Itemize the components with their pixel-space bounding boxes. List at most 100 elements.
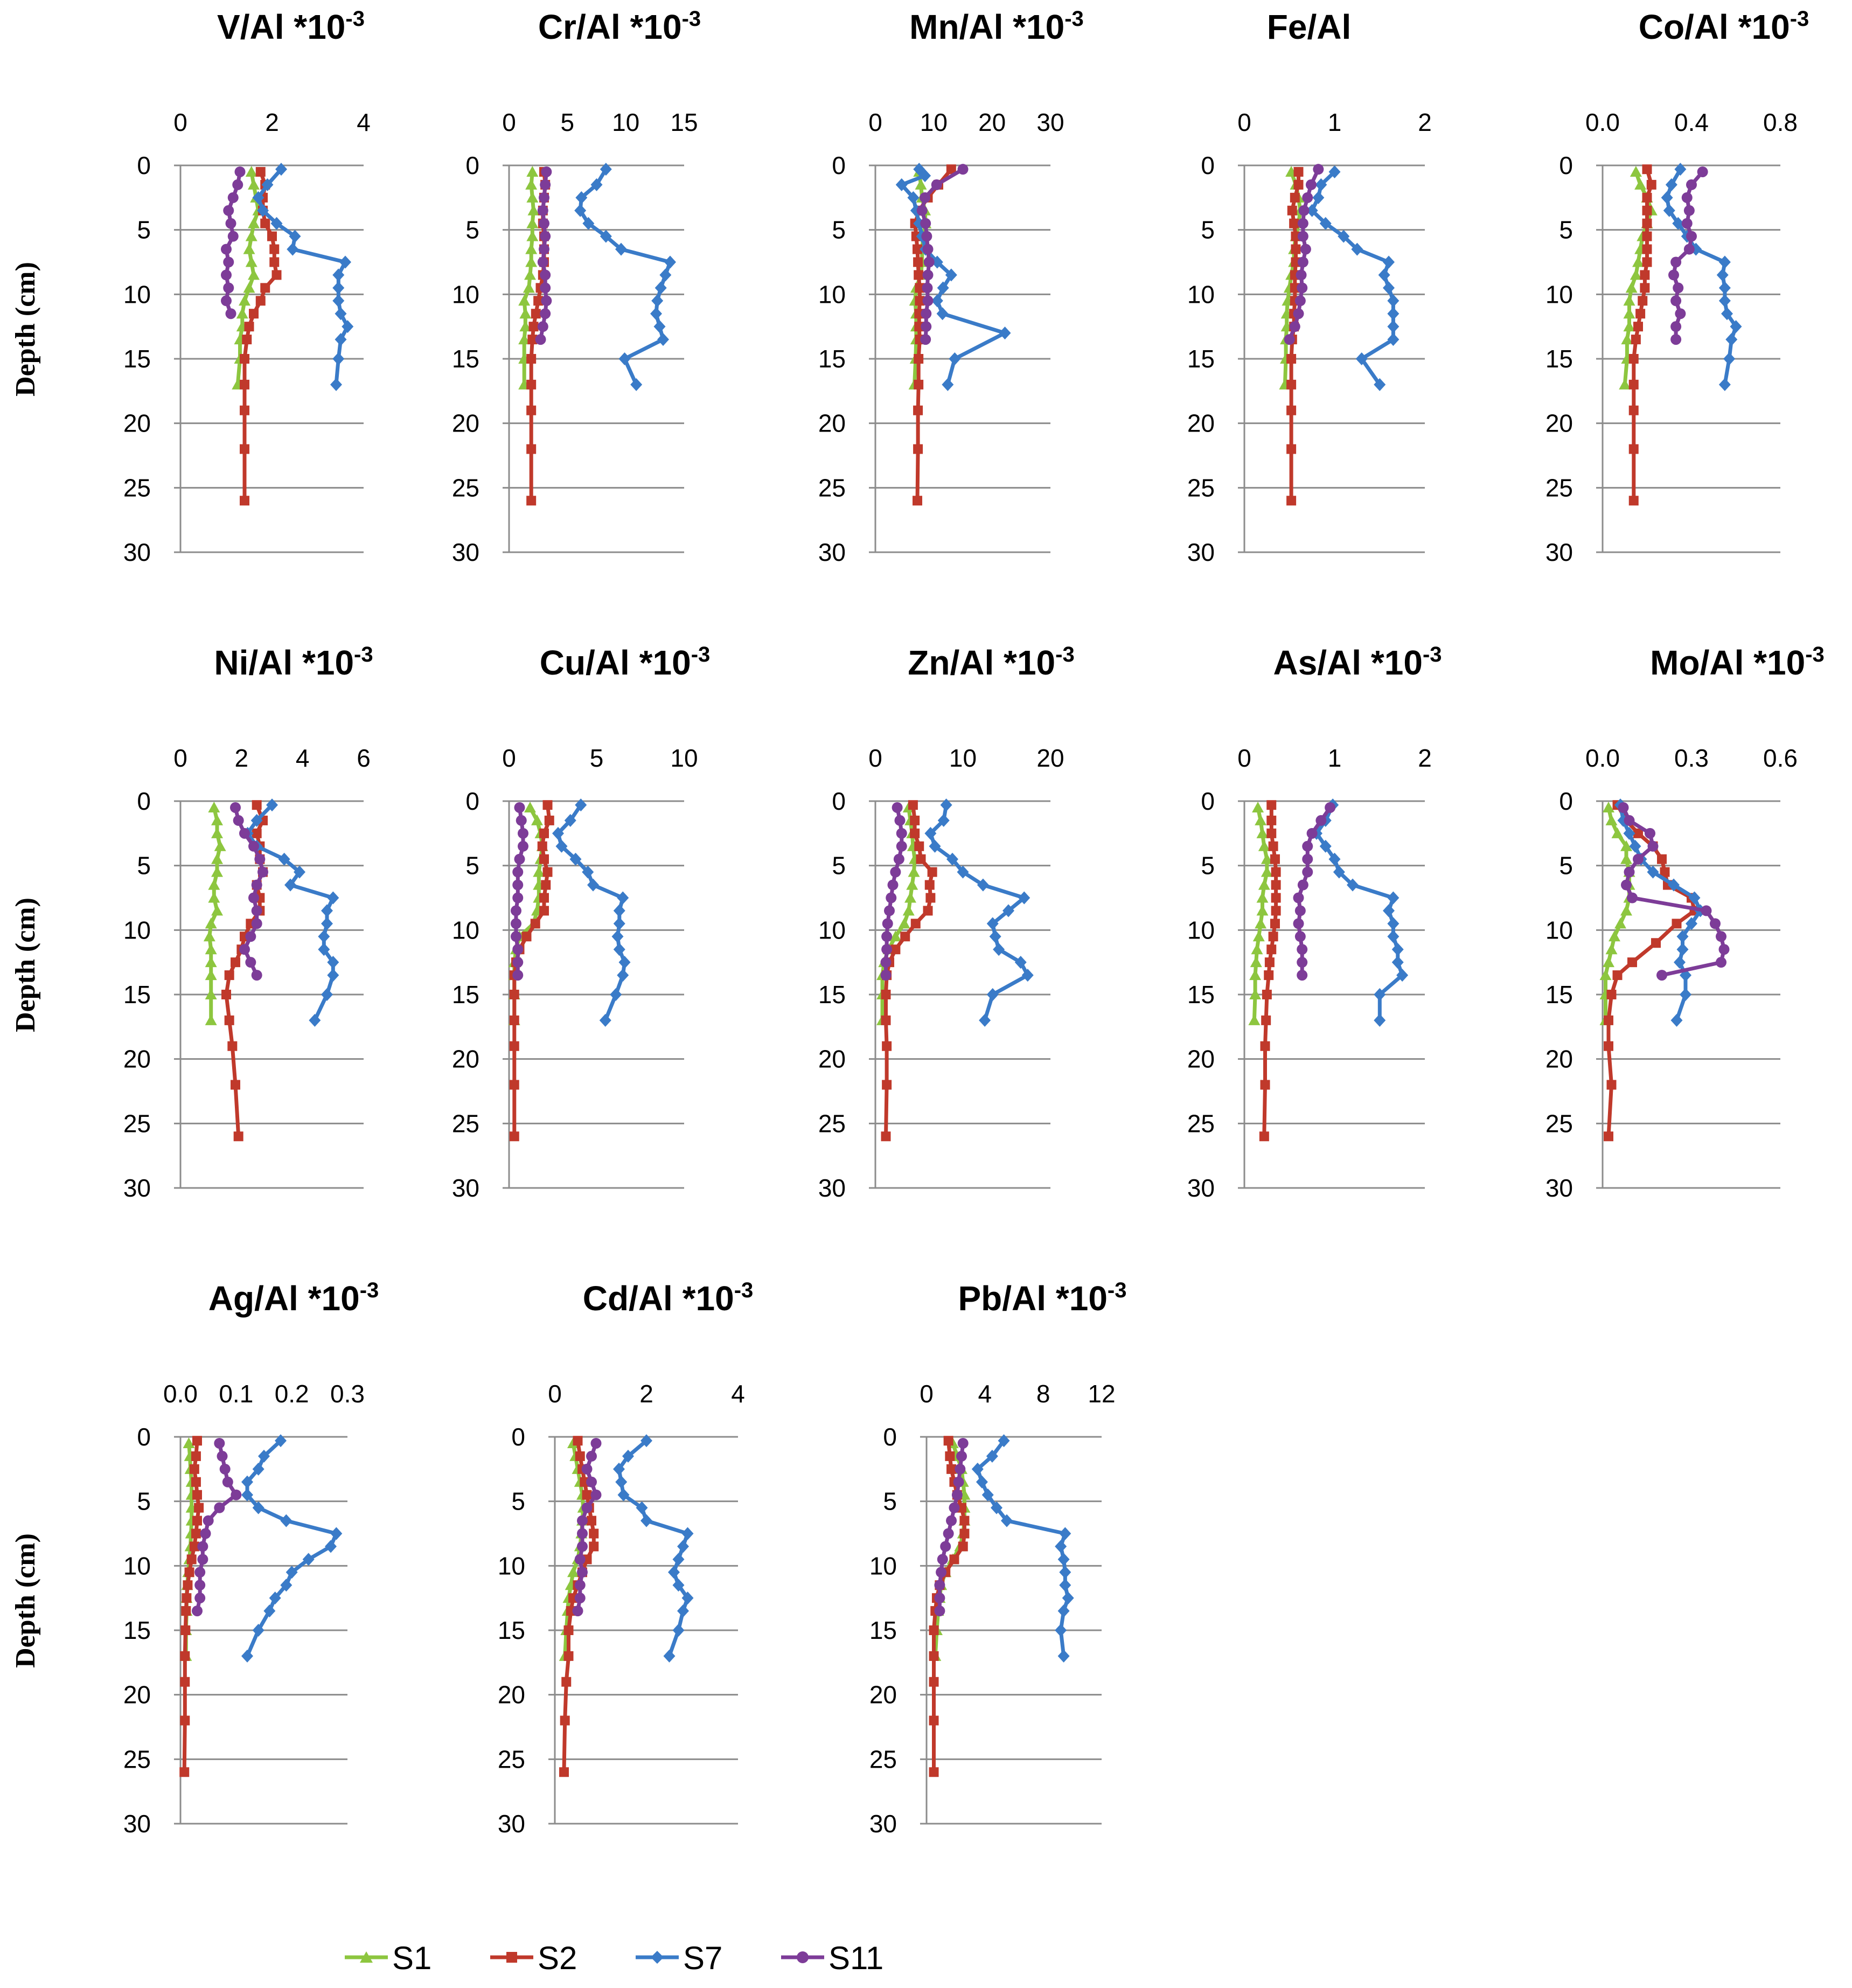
data-point-cd-s11-7 [577, 1528, 588, 1539]
ytick-label-mo-25: 25 [1545, 1109, 1573, 1137]
data-point-as-s7-5 [1333, 865, 1345, 879]
ytick-label-as-10: 10 [1187, 916, 1215, 944]
data-point-ag-s11-9 [197, 1554, 208, 1565]
data-point-mn-s2-9 [915, 283, 925, 293]
data-point-ni-s1-2 [211, 827, 223, 838]
data-point-zn-s11-13 [880, 970, 892, 981]
data-point-v-s7-11 [335, 307, 347, 321]
data-point-ag-s2-18 [179, 1767, 190, 1777]
ytick-label-cd-10: 10 [498, 1552, 525, 1580]
series-as-s1 [1248, 801, 1273, 1025]
data-point-ni-s11-13 [251, 970, 262, 981]
data-point-mo-s2-9 [1672, 919, 1682, 929]
data-point-cr-s7-8 [659, 268, 672, 282]
legend-marker-s2 [506, 1952, 517, 1963]
data-point-co-s1-9 [1625, 282, 1638, 293]
xtick-label-zn-0: 0 [868, 744, 882, 772]
data-point-pb-s2-1 [945, 1451, 955, 1461]
data-point-co-s2-14 [1628, 354, 1639, 364]
data-point-fe-s2-1 [1293, 179, 1304, 190]
data-point-as-s2-0 [1266, 800, 1277, 810]
data-point-as-s7-3 [1319, 839, 1332, 853]
data-point-ni-s11-9 [251, 918, 262, 929]
data-point-ag-s2-7 [191, 1528, 201, 1539]
ytick-label-fe-5: 5 [1201, 216, 1215, 244]
ytick-label-co-5: 5 [1559, 216, 1573, 244]
data-point-cu-s11-2 [518, 828, 528, 839]
data-point-fe-s11-3 [1298, 205, 1310, 216]
data-point-ag-s11-3 [222, 1476, 233, 1487]
xtick-label-ag-1: 0.1 [219, 1380, 253, 1408]
data-point-mo-s11-1 [1624, 815, 1635, 826]
data-point-v-s7-2 [252, 191, 264, 204]
data-point-v-s2-16 [240, 405, 249, 415]
data-point-fe-s7-6 [1351, 242, 1363, 256]
xtick-label-mn-1: 10 [920, 108, 948, 136]
data-point-as-s1-13 [1249, 969, 1262, 981]
data-point-cr-s7-4 [582, 217, 595, 230]
data-point-cr-s7-10 [651, 294, 664, 308]
series-cu-s7 [552, 798, 631, 1027]
data-point-pb-s11-4 [951, 1489, 963, 1500]
data-point-cu-s7-8 [613, 904, 625, 917]
data-point-v-s1-4 [248, 217, 260, 228]
ytick-label-mn-10: 10 [818, 280, 846, 308]
data-point-cu-s7-13 [617, 969, 629, 982]
data-point-cr-s11-5 [540, 231, 551, 242]
data-point-ni-s2-18 [233, 1131, 243, 1142]
ytick-label-pb-25: 25 [869, 1745, 897, 1773]
ytick-label-mn-20: 20 [818, 409, 846, 437]
legend-label-s2: S2 [538, 1940, 577, 1976]
data-point-co-s11-6 [1683, 244, 1695, 255]
data-point-cd-s11-5 [581, 1502, 593, 1513]
series-ni-s11 [230, 802, 268, 981]
chart-as-al: As/Al *10-3 0 5 10 15 20 25 30 0 1 2 [1187, 643, 1442, 1202]
data-point-pb-s11-12 [934, 1593, 945, 1604]
data-point-cr-s2-11 [531, 309, 541, 319]
data-point-as-s11-6 [1297, 879, 1308, 891]
xtick-label-cd-1: 2 [639, 1380, 653, 1408]
ytick-label-cu-0: 0 [465, 787, 479, 815]
data-point-mo-s1-1 [1605, 814, 1618, 825]
data-point-cu-s11-12 [512, 957, 524, 968]
ytick-label-co-25: 25 [1545, 474, 1573, 502]
data-point-fe-s2-6 [1291, 244, 1301, 254]
data-point-co-s7-9 [1718, 281, 1731, 295]
data-point-ni-s11-6 [251, 879, 262, 891]
data-point-cu-s7-5 [582, 865, 594, 879]
data-point-cd-s7-14 [672, 1624, 685, 1637]
data-point-cr-s1-2 [526, 191, 539, 203]
data-point-v-s7-14 [332, 352, 345, 365]
data-point-mo-s7-2 [1623, 826, 1635, 840]
xtick-label-mn-0: 0 [868, 108, 882, 136]
data-point-ag-s2-0 [192, 1436, 202, 1446]
data-point-fe-s2-0 [1293, 166, 1304, 177]
ytick-label-zn-10: 10 [818, 916, 846, 944]
data-point-mo-s7-9 [1686, 917, 1697, 930]
ytick-label-pb-5: 5 [883, 1487, 897, 1516]
data-point-pb-s11-1 [956, 1450, 967, 1462]
data-point-cu-s11-6 [512, 879, 524, 891]
data-point-mo-s7-7 [1688, 891, 1701, 905]
data-point-mn-s11-8 [922, 269, 934, 281]
data-point-cr-s11-9 [540, 282, 551, 294]
data-point-cd-s11-13 [572, 1605, 583, 1617]
data-point-co-s2-10 [1638, 296, 1648, 306]
data-point-cu-s7-10 [611, 930, 624, 943]
data-point-fe-s11-0 [1313, 164, 1324, 175]
data-point-cd-s11-1 [586, 1450, 597, 1462]
data-point-co-s2-2 [1642, 192, 1652, 203]
data-point-zn-s11-8 [884, 905, 895, 916]
data-point-cu-s2-0 [542, 800, 553, 810]
xtick-label-mo-2: 0.6 [1763, 744, 1798, 772]
data-point-cr-s7-12 [653, 320, 666, 333]
data-point-pb-s11-7 [943, 1528, 954, 1539]
data-point-pb-s7-1 [986, 1449, 998, 1463]
data-point-zn-s1-6 [906, 879, 918, 890]
chart-title-as: As/Al *10-3 [1273, 643, 1442, 682]
chart-mo-al: Mo/Al *10-3 0 5 10 15 20 25 30 0.0 0.3 0.6 [1545, 643, 1825, 1202]
data-point-ag-s7-4 [241, 1488, 253, 1502]
data-point-ni-s11-10 [245, 931, 256, 942]
chart-cr-al: Cr/Al *10-3 0 5 10 15 20 25 30 0 5 10 15 [452, 7, 701, 566]
data-point-as-s1-6 [1258, 879, 1270, 890]
